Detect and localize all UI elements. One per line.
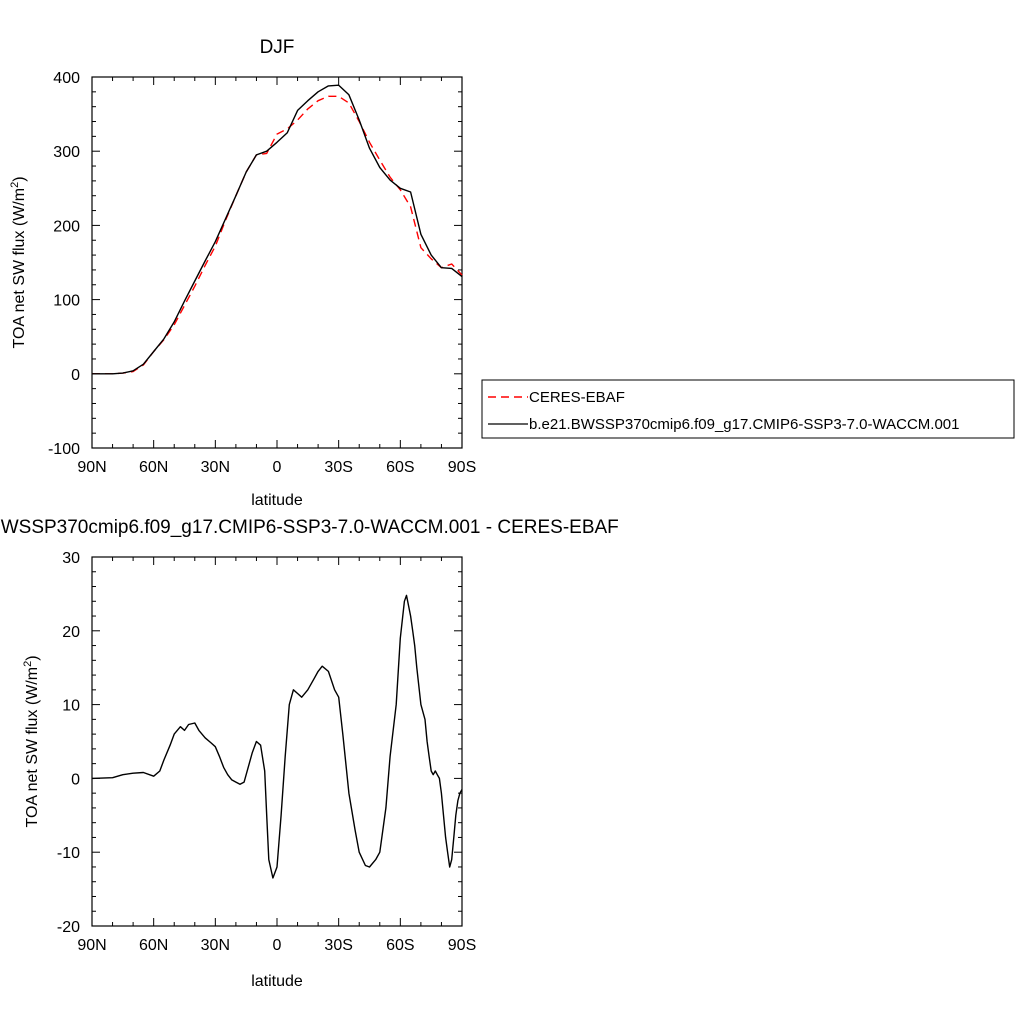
bottom-x-tick-label: 30N [201,937,230,954]
top-chart-title: DJF [260,37,295,58]
legend-box [481,379,1015,439]
bottom-series-group [91,594,463,879]
top-x-tick-label: 90S [448,459,476,476]
top-plot-frame [91,76,463,449]
bottom-x-tick-label: 60N [139,937,168,954]
bottom-axes: 90N 60N 30N 0 30S 60S 90S -20 -10 0 10 20 30 [57,550,476,954]
bottom-y-tick-label: 20 [62,624,80,641]
top-y-axis-label-tail: ) [11,176,28,181]
bottom-chart-title: b.e21.BWSSP370cmip6.f09_g17.CMIP6-SSP3-7… [0,517,619,538]
bottom-x-tick-label: 30S [324,937,352,954]
top-x-tick-label: 60S [386,459,414,476]
top-x-tick-label: 90N [77,459,106,476]
top-y-tick-label: 200 [53,218,80,235]
bottom-y-axis-label-main: TOA net SW flux (W/m [24,667,41,828]
bottom-y-tick-label: -20 [57,919,80,936]
legend-label-ceres-ebaf: CERES-EBAF [529,389,625,406]
bottom-y-axis-label-tail: ) [24,655,41,660]
bottom-plot-frame [91,556,463,927]
top-y-tick-label: 0 [71,367,80,384]
top-y-axis-label: TOA net SW flux (W/m2) [9,176,28,348]
bottom-y-tick-label: 30 [62,550,80,567]
top-x-tick-label: 30S [324,459,352,476]
legend-label-model-run: b.e21.BWSSP370cmip6.f09_g17.CMIP6-SSP3-7… [529,416,959,433]
bottom-x-tick-label: 90S [448,937,476,954]
top-x-tick-label: 60N [139,459,168,476]
top-y-tick-label: 400 [53,70,80,87]
bottom-series-line-difference [91,594,463,879]
bottom-x-axis-label: latitude [251,973,303,990]
top-x-tick-label: 30N [201,459,230,476]
top-x-tick-label: 0 [273,459,282,476]
bottom-y-tick-label: 10 [62,698,80,715]
top-panel-flux-chart: DJF 90N 60N 30N 0 30S 60S 90S -100 0 100 200 300 400… [9,37,1015,509]
bottom-y-tick-label: 0 [71,771,80,788]
bottom-x-tick-label: 90N [77,937,106,954]
top-series-group [92,84,463,375]
top-y-axis-label-main: TOA net SW flux (W/m [11,188,28,349]
top-y-tick-label: 100 [53,293,80,310]
top-x-axis-label: latitude [251,492,303,509]
bottom-panel-difference-chart: b.e21.BWSSP370cmip6.f09_g17.CMIP6-SSP3-7… [0,517,619,990]
bottom-y-axis-label-sup: 2 [22,661,34,667]
top-series-line-ceres-ebaf [92,95,463,375]
legend: CERES-EBAF b.e21.BWSSP370cmip6.f09_g17.C… [481,379,1015,439]
top-series-line-model-run [92,84,463,375]
bottom-x-tick-label: 0 [273,937,282,954]
bottom-x-tick-label: 60S [386,937,414,954]
bottom-y-axis-label: TOA net SW flux (W/m2) [22,655,41,827]
top-y-axis-label-sup: 2 [9,182,21,188]
bottom-y-tick-label: -10 [57,845,80,862]
top-y-tick-label: 300 [53,144,80,161]
top-axes: 90N 60N 30N 0 30S 60S 90S -100 0 100 200 300 400 [48,70,476,476]
top-y-tick-label: -100 [48,441,80,458]
